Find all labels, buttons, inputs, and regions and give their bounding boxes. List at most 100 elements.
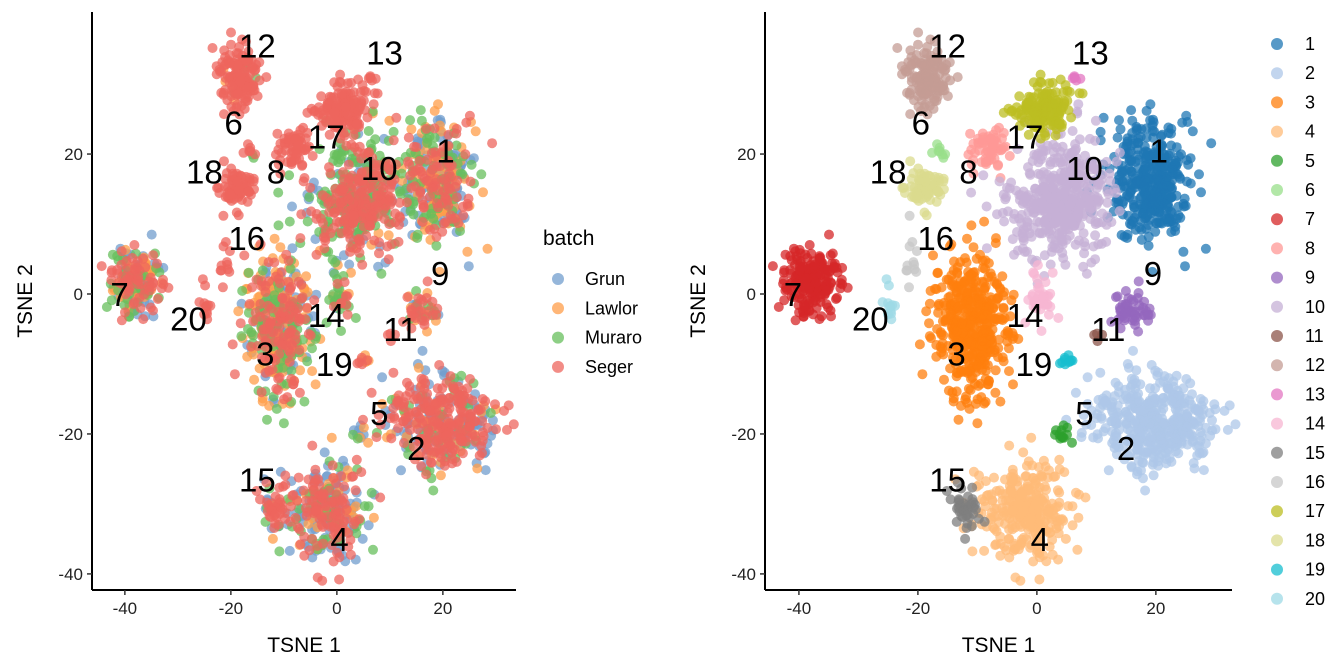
point bbox=[398, 316, 409, 327]
point bbox=[985, 292, 996, 303]
point bbox=[1009, 213, 1019, 224]
point bbox=[1135, 432, 1146, 443]
point bbox=[1107, 397, 1118, 408]
point bbox=[313, 474, 324, 485]
point bbox=[329, 194, 340, 204]
point bbox=[311, 249, 322, 260]
point bbox=[465, 176, 476, 187]
point bbox=[952, 262, 963, 273]
point bbox=[317, 521, 328, 532]
point bbox=[831, 294, 841, 304]
point bbox=[978, 134, 988, 145]
point bbox=[120, 307, 130, 318]
point bbox=[232, 60, 243, 71]
point bbox=[331, 478, 342, 489]
point bbox=[1136, 234, 1147, 245]
point bbox=[434, 266, 445, 277]
point bbox=[1143, 310, 1154, 320]
point bbox=[270, 149, 281, 160]
point bbox=[148, 250, 159, 261]
point bbox=[219, 45, 230, 56]
point bbox=[1073, 512, 1084, 523]
point bbox=[422, 154, 433, 165]
point bbox=[1120, 308, 1131, 318]
point bbox=[377, 372, 388, 383]
point bbox=[477, 416, 488, 426]
point bbox=[441, 430, 452, 441]
point bbox=[411, 390, 421, 401]
point bbox=[307, 151, 318, 161]
point bbox=[1133, 388, 1144, 399]
point bbox=[396, 465, 406, 476]
point bbox=[271, 403, 282, 414]
point bbox=[477, 394, 488, 404]
point bbox=[338, 128, 349, 139]
point bbox=[406, 183, 417, 193]
point bbox=[1099, 397, 1110, 408]
point bbox=[997, 271, 1008, 282]
point bbox=[1181, 110, 1192, 121]
point bbox=[979, 216, 990, 227]
point bbox=[340, 102, 351, 113]
point bbox=[989, 472, 999, 483]
point bbox=[374, 248, 384, 259]
point bbox=[369, 88, 380, 99]
point bbox=[980, 476, 991, 487]
point bbox=[415, 105, 426, 116]
point bbox=[324, 207, 335, 218]
point bbox=[924, 318, 934, 329]
point bbox=[286, 338, 297, 349]
point bbox=[402, 292, 413, 303]
point bbox=[310, 464, 321, 475]
point bbox=[119, 271, 130, 282]
point bbox=[248, 316, 259, 327]
point bbox=[314, 108, 325, 118]
x-tick-label: 0 bbox=[332, 599, 341, 618]
point bbox=[152, 258, 162, 269]
point bbox=[1155, 430, 1166, 441]
point bbox=[284, 327, 294, 338]
point bbox=[1036, 471, 1047, 482]
point bbox=[985, 347, 996, 358]
point bbox=[1039, 481, 1050, 492]
point bbox=[299, 550, 310, 561]
point bbox=[225, 189, 236, 200]
point bbox=[462, 201, 473, 212]
point bbox=[478, 187, 488, 198]
point bbox=[962, 287, 973, 298]
point bbox=[406, 323, 417, 334]
point bbox=[1050, 502, 1061, 513]
point bbox=[810, 277, 821, 288]
point bbox=[999, 287, 1010, 298]
point bbox=[1151, 217, 1161, 228]
point bbox=[303, 474, 314, 485]
point bbox=[133, 272, 144, 283]
point bbox=[1127, 115, 1138, 126]
point bbox=[1026, 513, 1037, 524]
point bbox=[978, 263, 989, 273]
point bbox=[327, 254, 338, 265]
point bbox=[1145, 99, 1156, 110]
point bbox=[233, 89, 243, 100]
point bbox=[1096, 413, 1107, 424]
point bbox=[434, 360, 445, 370]
point bbox=[1166, 123, 1177, 134]
point bbox=[1072, 544, 1083, 555]
point bbox=[199, 309, 210, 320]
point bbox=[988, 140, 999, 151]
point bbox=[1200, 243, 1211, 254]
point bbox=[997, 352, 1008, 363]
point bbox=[1082, 372, 1093, 383]
point bbox=[1067, 437, 1077, 448]
point bbox=[417, 345, 428, 356]
point bbox=[435, 391, 446, 402]
point bbox=[1067, 520, 1078, 531]
point bbox=[947, 345, 958, 356]
point bbox=[255, 299, 266, 309]
point bbox=[354, 247, 365, 258]
point bbox=[375, 171, 386, 181]
point bbox=[262, 414, 272, 425]
point bbox=[1038, 497, 1049, 508]
point bbox=[265, 327, 276, 338]
